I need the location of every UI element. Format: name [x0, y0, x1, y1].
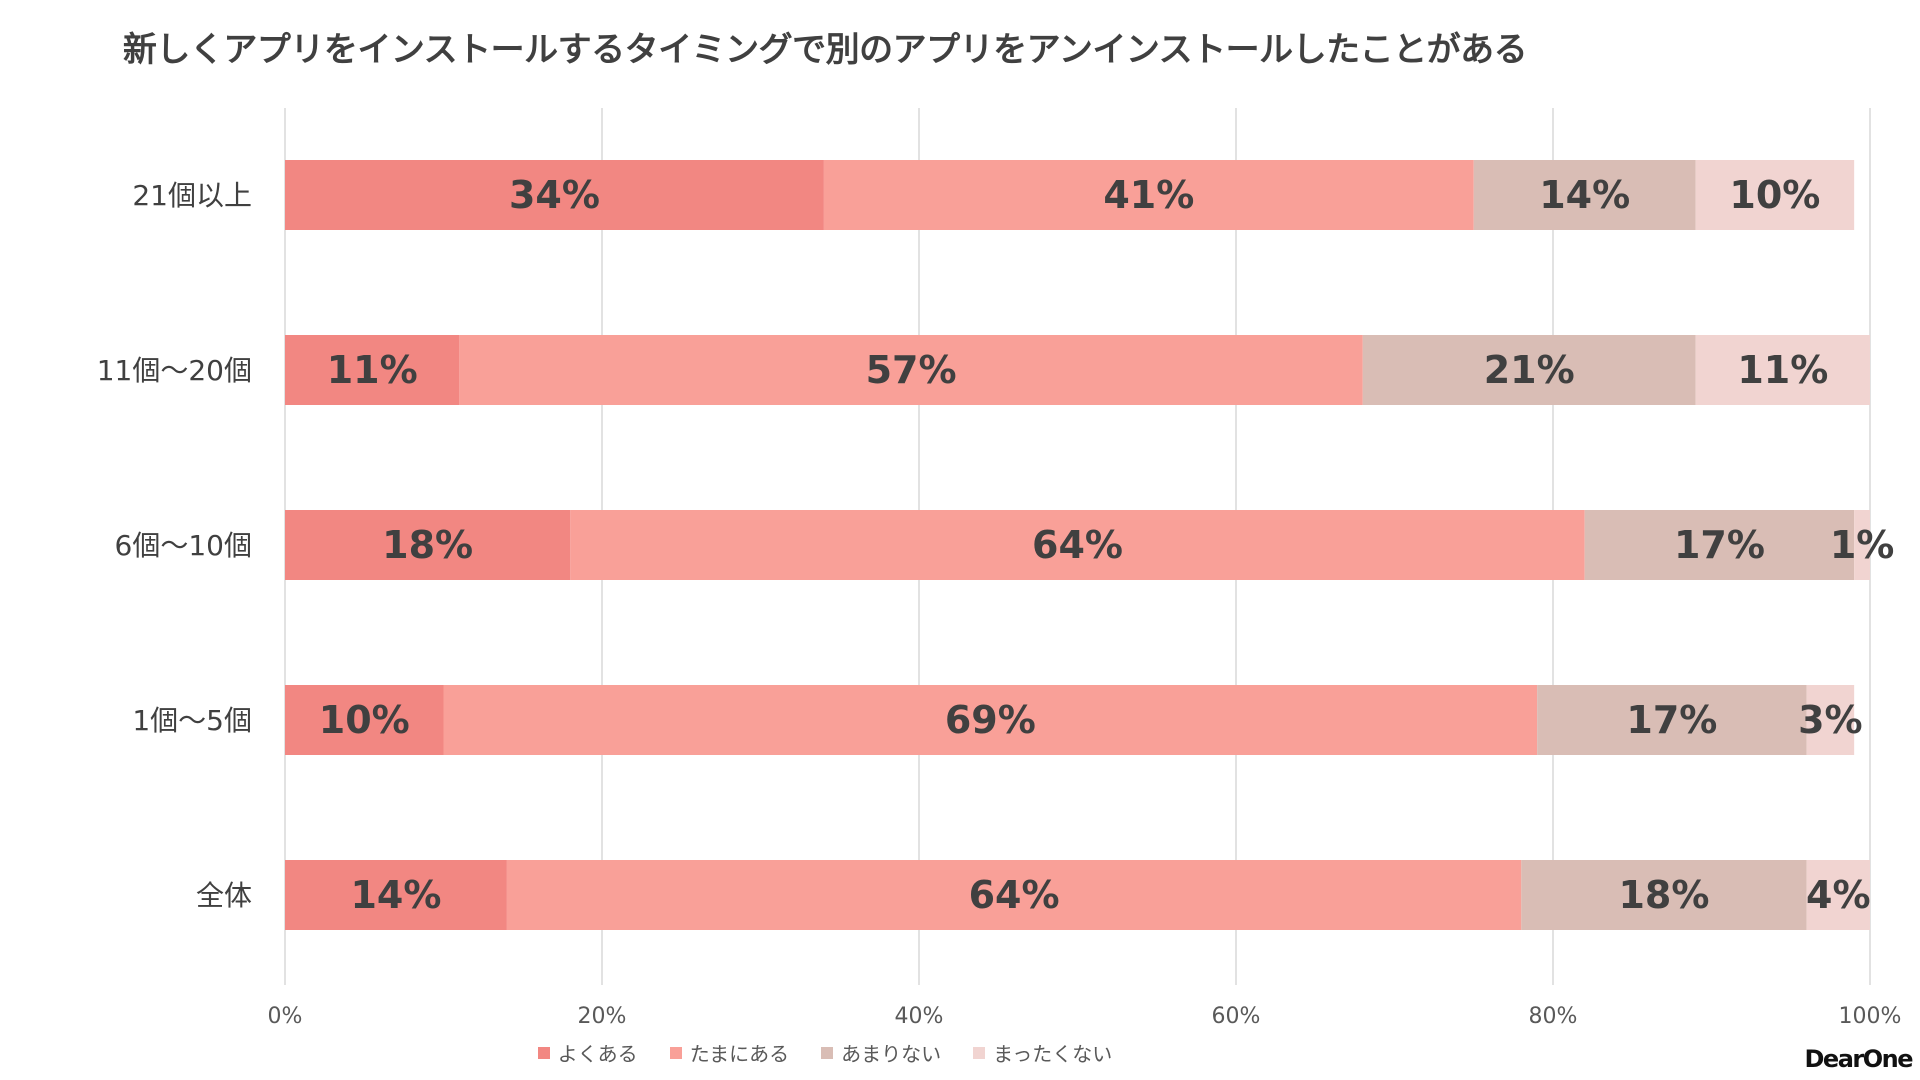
bar-segment: [1806, 860, 1870, 930]
legend-label: まったくない: [993, 1042, 1113, 1066]
bar-segment: [1473, 160, 1696, 230]
legend-item: まったくない: [973, 1038, 1112, 1067]
bar-segment: [285, 510, 571, 580]
bar-segment: [1695, 335, 1870, 405]
data-label: 1%: [1830, 523, 1895, 567]
data-label: 17%: [1626, 698, 1717, 742]
category-label: 11個～20個: [97, 354, 252, 387]
data-label: 34%: [509, 173, 600, 217]
data-label: 14%: [1539, 173, 1630, 217]
bar-segment: [285, 685, 444, 755]
legend-label: たまにある: [689, 1042, 790, 1066]
data-label: 41%: [1103, 173, 1194, 217]
bar-segment: [823, 160, 1474, 230]
bar-segment: [459, 335, 1363, 405]
legend-item: よくある: [537, 1038, 638, 1067]
data-label: 14%: [350, 873, 441, 917]
bar-segment: [570, 510, 1585, 580]
legend-item: あまりない: [821, 1038, 941, 1067]
data-label: 4%: [1806, 873, 1871, 917]
category-label: 全体: [196, 879, 252, 912]
data-label: 10%: [1729, 173, 1820, 217]
x-tick-label: 80%: [1529, 1004, 1578, 1029]
legend-swatch: [669, 1046, 682, 1059]
x-tick-label: 0%: [268, 1004, 303, 1029]
x-tick-label: 60%: [1212, 1004, 1261, 1029]
legend-swatch: [537, 1046, 550, 1059]
data-label: 11%: [1737, 348, 1828, 392]
bar-segment: [1521, 860, 1807, 930]
x-tick-label: 40%: [895, 1004, 944, 1029]
bar-segment: [1584, 510, 1855, 580]
x-axis-ticks: 0% 20% 40% 60% 80% 100%: [268, 1004, 1902, 1029]
data-label: 64%: [969, 873, 1060, 917]
category-label: 21個以上: [132, 179, 252, 212]
legend-swatch: [973, 1046, 986, 1059]
brand-logo: DearOne: [1804, 1045, 1914, 1073]
legend-item: たまにある: [669, 1038, 790, 1067]
bar-segment: [1362, 335, 1696, 405]
bar-segment: [1537, 685, 1807, 755]
bar-segment: [506, 860, 1522, 930]
data-label: 64%: [1032, 523, 1123, 567]
bar-segment: [285, 335, 460, 405]
data-label: 11%: [327, 348, 418, 392]
bar-segment: [1695, 160, 1855, 230]
data-labels: 34% 41% 14% 10% 11% 57% 21% 11% 18% 64% 17% 1% 10% 69…: [319, 173, 1895, 917]
legend: よくある たまにある あまりない まったくない: [0, 1038, 1650, 1067]
data-label: 21%: [1484, 348, 1575, 392]
category-label: 6個～10個: [115, 529, 252, 562]
legend-swatch: [821, 1046, 834, 1059]
bar-segment: [443, 685, 1538, 755]
bar-segment: [285, 160, 824, 230]
data-label: 10%: [319, 698, 410, 742]
chart-title: 新しくアプリをインストールするタイミングで別のアプリをアンインストールしたことが…: [122, 30, 1528, 70]
data-label: 17%: [1674, 523, 1765, 567]
category-label: 1個～5個: [132, 704, 252, 737]
bar-segment: [1854, 510, 1870, 580]
data-label: 69%: [945, 698, 1036, 742]
data-label: 3%: [1798, 698, 1863, 742]
data-label: 18%: [382, 523, 473, 567]
bar-segment: [1806, 685, 1855, 755]
legend-label: よくある: [557, 1042, 638, 1066]
data-label: 18%: [1618, 873, 1709, 917]
x-tick-label: 100%: [1839, 1004, 1902, 1029]
bar-segment: [285, 860, 507, 930]
bars: [285, 160, 1870, 930]
legend-label: あまりない: [841, 1042, 942, 1066]
x-tick-label: 20%: [578, 1004, 627, 1029]
data-label: 57%: [866, 348, 957, 392]
